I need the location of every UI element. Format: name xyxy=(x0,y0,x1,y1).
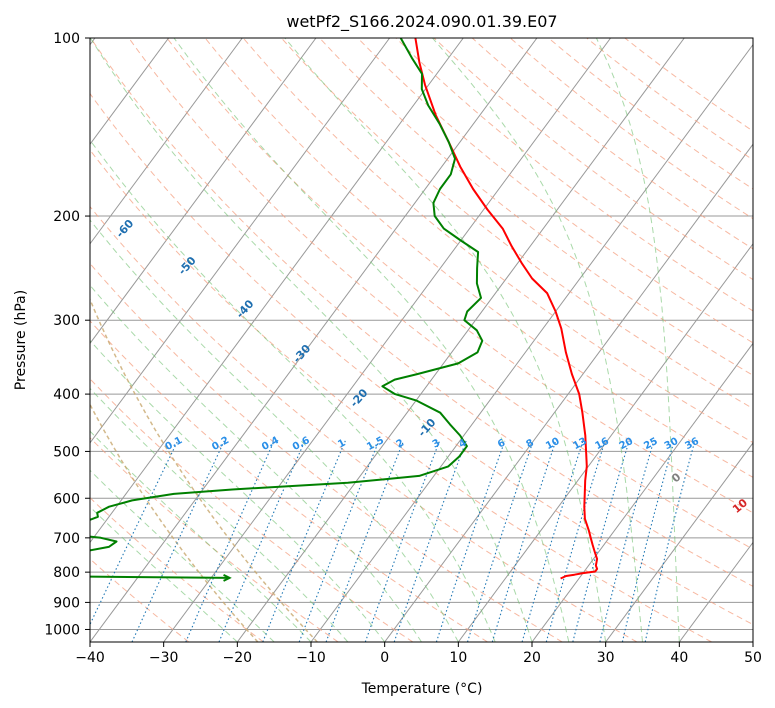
isotherm-line xyxy=(384,143,753,642)
moist-adiabat xyxy=(90,506,238,642)
y-tick-label: 800 xyxy=(53,565,80,581)
mixing-ratio-line xyxy=(131,440,225,642)
moist-adiabat xyxy=(90,430,312,642)
mixing-ratio-line xyxy=(185,440,275,642)
dry-adiabat xyxy=(90,378,414,642)
temperature-profile xyxy=(414,38,599,580)
x-tick-label: 40 xyxy=(670,650,688,666)
dry-adiabat xyxy=(357,38,753,344)
dewpoint-profile xyxy=(90,38,484,579)
mixing-ratio-line xyxy=(435,440,506,642)
dry-adiabat xyxy=(128,38,753,550)
mixing-ratio-line xyxy=(466,440,534,642)
isotherm-line xyxy=(605,442,753,642)
dry-adiabat xyxy=(548,38,753,190)
x-tick-label: −30 xyxy=(149,650,179,666)
moist-adiabat xyxy=(90,38,533,642)
isotherm-line xyxy=(90,38,317,345)
mixing-ratio-label: 2 xyxy=(395,437,406,450)
dry-adiabat xyxy=(90,38,753,587)
y-tick-label: 200 xyxy=(53,209,80,225)
x-axis-label: Temperature (°C) xyxy=(361,681,483,697)
isotherm-line xyxy=(310,43,753,642)
y-tick-label: 300 xyxy=(53,313,80,329)
mixing-ratio-line xyxy=(599,440,655,642)
y-tick-label: 500 xyxy=(53,444,80,460)
moist-adiabat xyxy=(173,38,570,642)
y-tick-label: 600 xyxy=(53,491,80,507)
mixing-ratio-line xyxy=(262,440,346,642)
dry-adiabat xyxy=(509,38,753,220)
y-tick-label: 1000 xyxy=(44,622,80,638)
isotherm-line xyxy=(236,38,685,642)
moist-adiabat xyxy=(90,469,275,642)
moist-adiabat xyxy=(284,38,607,642)
background-lines xyxy=(90,38,753,642)
x-tick-label: −40 xyxy=(75,650,105,666)
dry-adiabat xyxy=(586,38,753,161)
mixing-ratio-label: 8 xyxy=(525,438,536,451)
x-tick-label: −20 xyxy=(223,650,253,666)
mixing-ratio-line xyxy=(218,440,306,642)
mixing-ratio-label: 6 xyxy=(496,438,507,451)
mixing-ratio-line xyxy=(644,440,696,642)
dry-adiabat xyxy=(319,38,753,376)
moist-adiabat xyxy=(595,38,680,642)
x-tick-label: 0 xyxy=(380,650,389,666)
plot-frame xyxy=(89,37,754,643)
isotherm-line xyxy=(531,342,753,642)
moist-adiabat xyxy=(432,38,643,642)
parcel-arrow xyxy=(223,573,232,582)
x-tick-label: 10 xyxy=(449,650,467,666)
isotherm-line xyxy=(90,38,464,544)
mixing-ratio-line xyxy=(298,440,380,642)
dry-adiabat xyxy=(204,38,753,478)
x-tick-label: 30 xyxy=(597,650,615,666)
moist-adiabat xyxy=(90,219,459,642)
dry-adiabat xyxy=(90,149,712,642)
mixing-ratio-line xyxy=(521,440,584,642)
dry-adiabat xyxy=(90,92,753,626)
mixing-ratio-line xyxy=(545,440,606,642)
series-layer xyxy=(90,38,599,582)
isotherm-line xyxy=(163,38,612,642)
x-axis: −40 −30 −20 −10 0 10 20 30 40 50 xyxy=(75,642,762,666)
y-tick-label: 900 xyxy=(53,595,80,611)
isotherm-line xyxy=(90,38,170,146)
dry-adiabat xyxy=(395,38,753,312)
x-tick-label: 50 xyxy=(744,650,762,666)
y-tick-label: 700 xyxy=(53,531,80,547)
isotherm-line xyxy=(90,38,243,245)
y-tick-label: 400 xyxy=(53,387,80,403)
y-tick-label: 100 xyxy=(53,31,80,47)
chart-title: wetPf2_S166.2024.090.01.39.E07 xyxy=(286,12,557,32)
y-axis: 1000 900 800 700 600 500 400 300 200 100 xyxy=(44,31,90,638)
mixing-ratio-line xyxy=(491,440,557,642)
moist-adiabat xyxy=(90,387,349,642)
x-tick-label: 20 xyxy=(523,650,541,666)
y-axis-label: Pressure (hPa) xyxy=(13,290,29,390)
moist-adiabat xyxy=(90,339,386,642)
mixing-ratio-label: 4 xyxy=(457,438,468,451)
isotherm-line xyxy=(90,38,538,642)
mixing-ratio-line xyxy=(621,440,675,642)
isotherm-line xyxy=(457,242,753,642)
mixing-ratio-label: 3 xyxy=(431,438,442,451)
dry-adiabat xyxy=(90,262,563,642)
mixing-ratio-line xyxy=(90,440,179,626)
dry-adiabat xyxy=(90,320,488,642)
moist-adiabat xyxy=(90,139,496,642)
mixing-ratio-line xyxy=(572,440,630,642)
x-tick-label: −10 xyxy=(296,650,326,666)
mixing-ratio-label: 1 xyxy=(336,437,347,450)
isotherm-line xyxy=(90,38,391,444)
dry-adiabat xyxy=(90,205,638,642)
moist-adiabat xyxy=(90,284,422,642)
dry-adiabat xyxy=(90,497,264,642)
